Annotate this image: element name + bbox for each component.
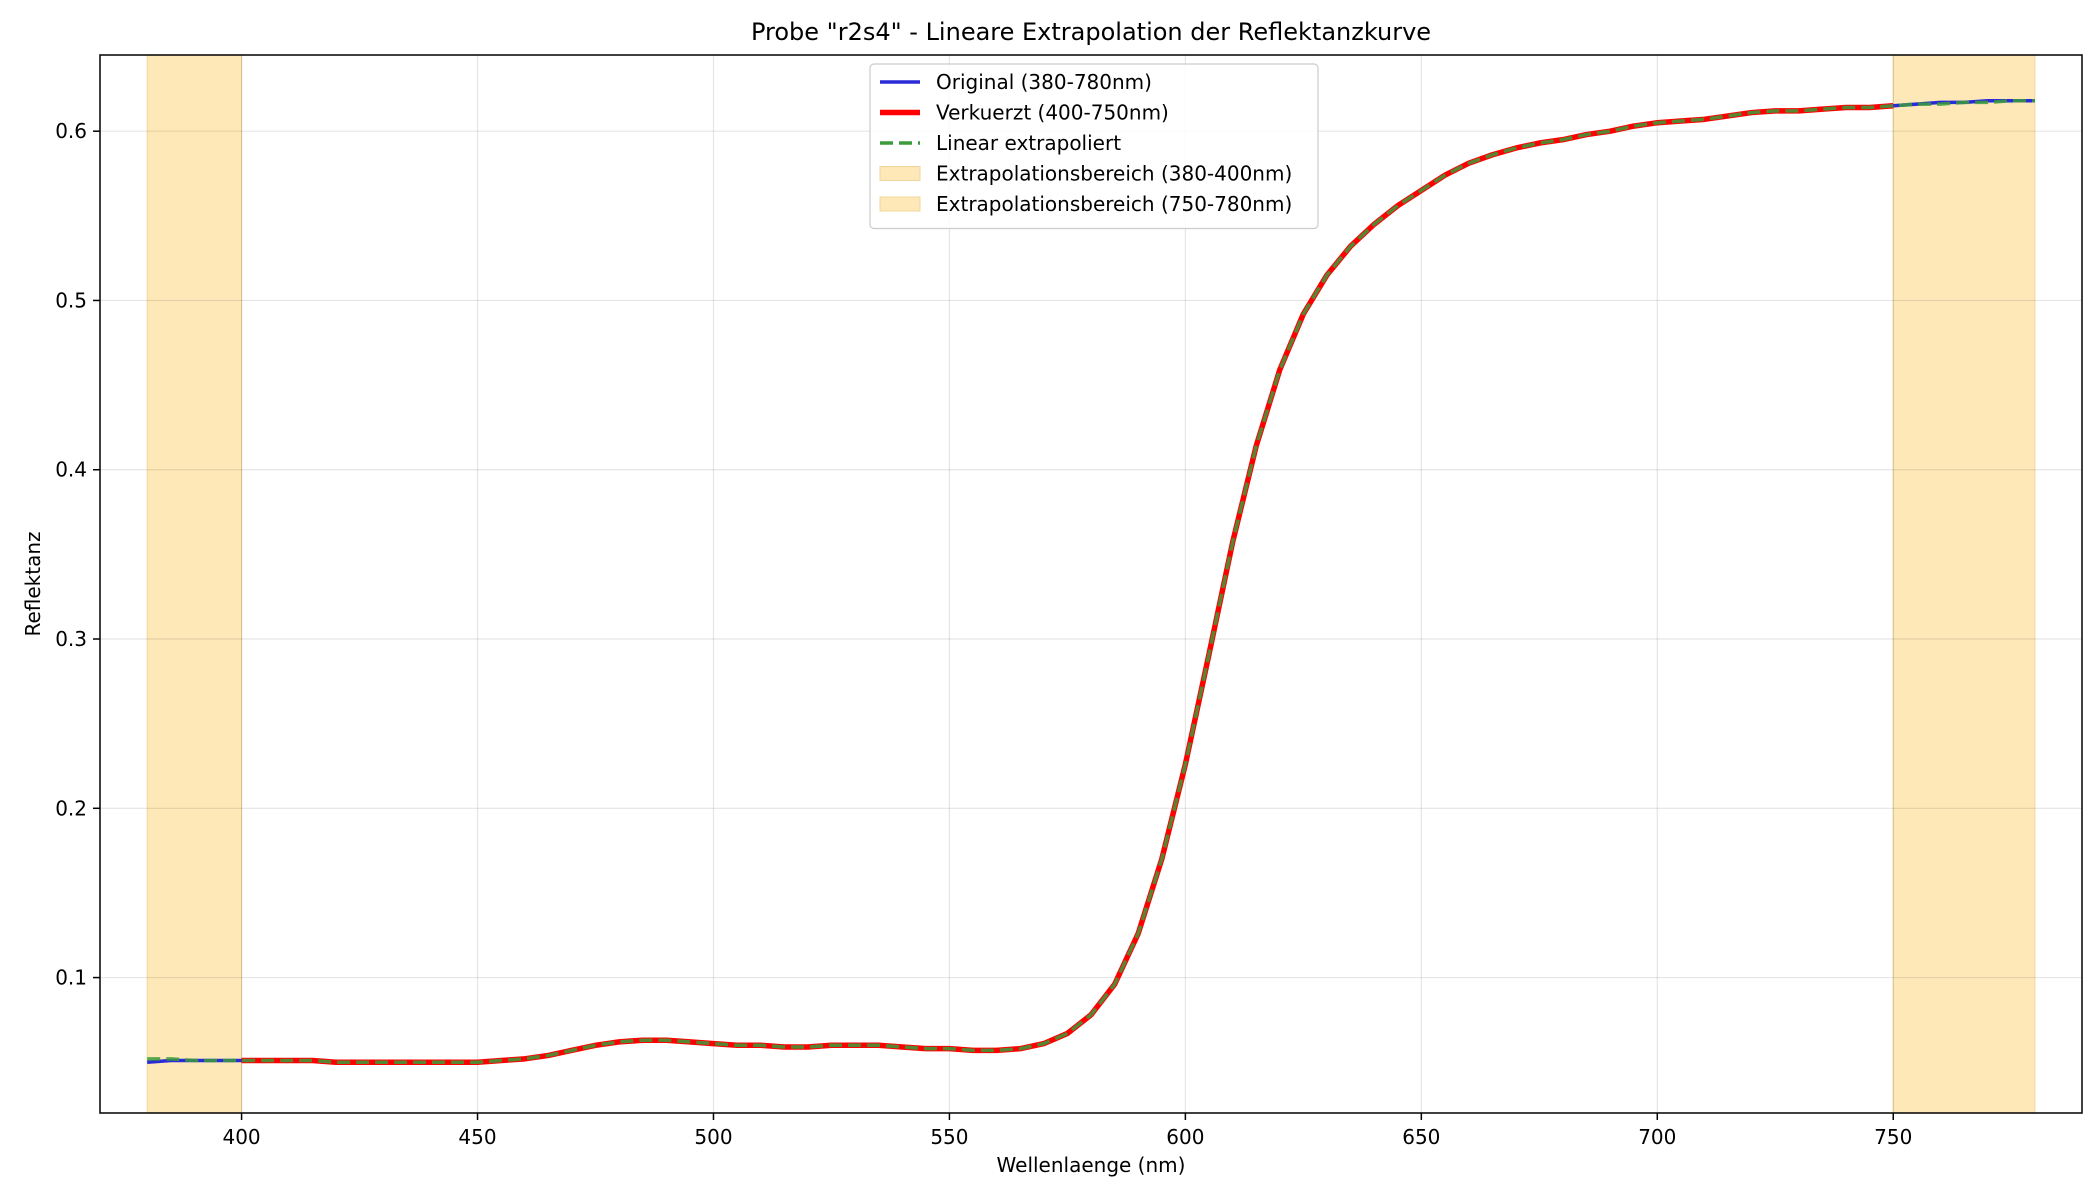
y-tick-label: 0.5 (55, 288, 87, 312)
x-tick-label: 400 (222, 1125, 260, 1149)
y-axis-label: Reflektanz (21, 531, 45, 636)
y-tick-label: 0.4 (55, 458, 87, 482)
series-line-3 (147, 98, 2035, 1064)
legend-entry-label: Original (380-780nm) (936, 70, 1152, 94)
x-tick-label: 600 (1166, 1125, 1204, 1149)
x-tick-label: 650 (1402, 1125, 1440, 1149)
chart-title: Probe "r2s4" - Lineare Extrapolation der… (751, 18, 1431, 46)
legend-entry-label: Extrapolationsbereich (750-780nm) (936, 192, 1292, 216)
y-tick-label: 0.3 (55, 627, 87, 651)
x-tick-label: 500 (694, 1125, 732, 1149)
legend-patch-marker (879, 166, 921, 181)
legend-box (869, 63, 1319, 230)
y-tick-label: 0.2 (55, 796, 87, 820)
x-tick-label: 550 (930, 1125, 968, 1149)
x-tick-label: 450 (458, 1125, 496, 1149)
x-tick-label: 700 (1638, 1125, 1676, 1149)
extrapolation-span-2 (1892, 54, 2036, 1114)
extrapolation-span-1 (146, 54, 243, 1114)
legend-entry-label: Verkuerzt (400-750nm) (936, 101, 1169, 125)
x-axis-ticks: 400 450 500 550 600 650 700 750 (222, 1113, 1912, 1149)
y-tick-label: 0.1 (55, 966, 87, 990)
legend-entry-label: Extrapolationsbereich (380-400nm) (936, 162, 1292, 186)
x-axis-label: Wellenlaenge (nm) (997, 1153, 1186, 1177)
series-lines (147, 98, 2035, 1065)
legend-patch-marker (879, 196, 921, 212)
plot-frame (99, 54, 2083, 1114)
grid-lines (100, 55, 2082, 1113)
y-axis-ticks: 0.1 0.2 0.3 0.4 0.5 0.6 (55, 119, 100, 990)
extrapolation-spans (146, 54, 2036, 1114)
legend-entry-label: Linear extrapoliert (936, 131, 1121, 155)
x-tick-label: 750 (1874, 1125, 1912, 1149)
y-tick-label: 0.6 (55, 119, 87, 143)
legend: Original (380-780nm) Verkuerzt (400-750nm… (869, 63, 1319, 230)
